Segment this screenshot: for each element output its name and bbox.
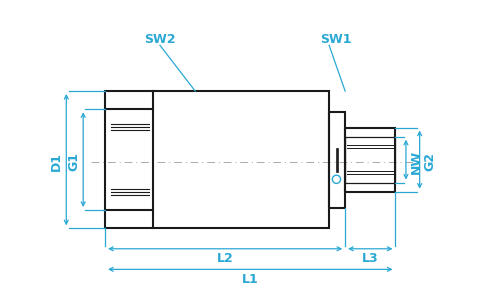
Text: L3: L3 — [362, 252, 379, 265]
Text: L2: L2 — [217, 252, 233, 265]
Text: G1: G1 — [68, 152, 81, 172]
Bar — [329, 112, 345, 208]
Text: NW: NW — [409, 150, 422, 174]
Bar — [345, 128, 396, 192]
Text: SW2: SW2 — [144, 33, 176, 46]
Text: D1: D1 — [50, 152, 63, 172]
Text: G2: G2 — [423, 152, 436, 172]
Bar — [105, 91, 329, 228]
Text: SW1: SW1 — [320, 33, 352, 46]
Bar — [345, 137, 396, 182]
Text: L1: L1 — [242, 273, 259, 286]
